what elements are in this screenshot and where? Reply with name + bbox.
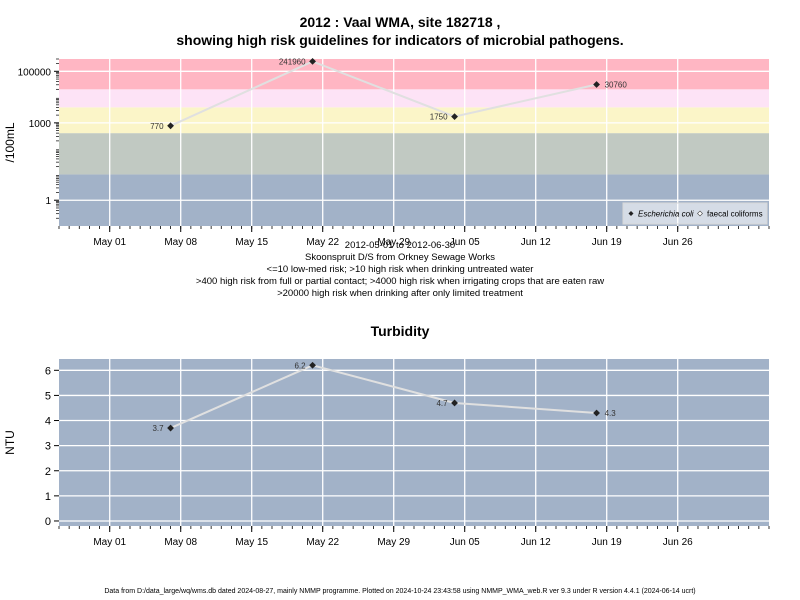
- panel2-y-tick-label-6: 5: [45, 390, 51, 402]
- panel1-data-label-2: 241960: [279, 57, 306, 66]
- panel1-data-label-4: 30760: [605, 81, 628, 90]
- panel1-x-tick-label-4: May 22: [306, 237, 339, 248]
- panel1-data-label-1: 770: [150, 122, 164, 131]
- panel1-legend-marker-faecal: [697, 210, 703, 217]
- panel1-series-line: [170, 60, 597, 127]
- panel2-x-tick-label-6: Jun 05: [450, 537, 480, 548]
- panel2-data-point-3: [451, 399, 458, 407]
- panel2-x-tick-label-8: Jun 19: [592, 537, 622, 548]
- chart-title-line-1: 2012 : Vaal WMA, site 182718 ,: [299, 14, 501, 30]
- panel2-data-label-4: 4.3: [605, 409, 617, 418]
- panel1-y-tick-label-3: 100000: [18, 67, 52, 78]
- panel1-data-label-3: 1750: [430, 113, 448, 122]
- panel2-x-tick-label-5: May 29: [377, 537, 410, 548]
- panel1-legend-box: [622, 202, 768, 225]
- panel2-x-tick-label-4: May 22: [306, 537, 339, 548]
- panel2-data-label-1: 3.7: [152, 424, 164, 433]
- chart-title-line-2: showing high risk guidelines for indicat…: [176, 32, 624, 48]
- panel1-x-tick-label-8: Jun 19: [592, 237, 622, 248]
- panel1-x-tick-label-2: May 08: [164, 237, 197, 248]
- panel2-x-tick-label-7: Jun 12: [521, 537, 551, 548]
- panel1-data-point-2: [309, 58, 316, 65]
- panel2-data-point-1: [167, 424, 174, 432]
- panel2-y-tick-label-2: 1: [45, 491, 51, 503]
- footer-note: Data from D:/data_large/wq/wms.db dated …: [104, 588, 696, 595]
- panel2-data-label-2: 6.2: [294, 361, 306, 370]
- panel1-legend-marker-ecoli: [628, 211, 634, 216]
- date-range-note: 2012-05-01 to 2012-06-30: [344, 240, 456, 251]
- panel1-y-tick-label-1: 1: [45, 196, 51, 207]
- panel2-x-tick-label-9: Jun 26: [663, 537, 693, 548]
- panel1-x-tick-label-9: Jun 26: [663, 237, 693, 248]
- panel2-data-point-4: [593, 409, 600, 417]
- panel2-y-tick-label-5: 4: [45, 416, 51, 428]
- panel2-x-tick-label-2: May 08: [164, 537, 197, 548]
- panel1-x-tick-label-3: May 15: [235, 237, 268, 248]
- panel2-data-point-2: [309, 361, 316, 369]
- panel1-y-tick-label-2: 1000: [29, 119, 52, 130]
- panel1-data-point-4: [593, 81, 600, 88]
- panel1-y-axis-label: /100mL: [3, 122, 17, 162]
- panel2-x-tick-label-1: May 01: [93, 537, 126, 548]
- panel2-x-tick-label-3: May 15: [235, 537, 268, 548]
- panel1-x-tick-label-6: Jun 05: [450, 237, 480, 248]
- panel1-legend-label-ecoli: Escherichia coli: [638, 210, 694, 219]
- risk-note-drinking: <=10 low-med risk; >10 high risk when dr…: [266, 264, 534, 275]
- panel1-risk-band-2: [59, 133, 769, 175]
- panel1-data-point-3: [451, 113, 458, 121]
- site-name-note: Skoonspruit D/S from Orkney Sewage Works: [305, 252, 495, 263]
- panel1-x-tick-label-5: May 29: [377, 237, 410, 248]
- risk-note-contact: >400 high risk from full or partial cont…: [195, 276, 605, 287]
- panel1-risk-band-5: [59, 59, 769, 90]
- panel2-y-tick-label-4: 3: [45, 441, 51, 453]
- panel2-data-label-3: 4.7: [436, 399, 448, 408]
- panel1-data-point-1: [167, 122, 174, 130]
- panel2-y-tick-label-7: 6: [45, 365, 51, 377]
- panel1-legend-label-faecal: faecal coliforms: [707, 210, 763, 219]
- panel1-risk-band-4: [59, 89, 769, 108]
- panel2-y-tick-label-3: 2: [45, 466, 51, 478]
- panel2-y-tick-label-1: 0: [45, 516, 51, 528]
- turbidity-title: Turbidity: [370, 323, 430, 339]
- panel2-series-line: [170, 364, 597, 429]
- panel1-x-tick-label-1: May 01: [93, 237, 126, 248]
- panel2-plot-background: [59, 359, 769, 526]
- panel1-x-tick-label-7: Jun 12: [521, 237, 551, 248]
- panel2-y-axis-label: NTU: [3, 430, 17, 455]
- panel1-risk-band-3: [59, 107, 769, 134]
- risk-note-treatment: >20000 high risk when drinking after onl…: [277, 288, 523, 299]
